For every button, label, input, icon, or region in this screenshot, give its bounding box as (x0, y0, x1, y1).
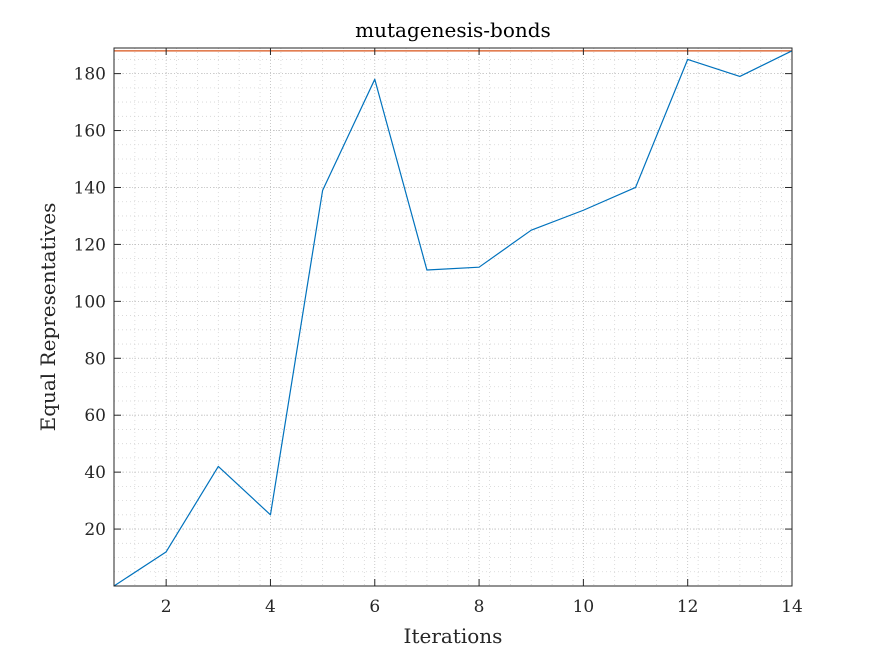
x-tick-label: 6 (369, 597, 380, 617)
plot-frame (113, 47, 793, 587)
x-tick-label: 2 (161, 597, 172, 617)
x-tick-labels: 2 4 6 8 10 12 14 (161, 597, 803, 617)
chart-title: mutagenesis-bonds (355, 18, 551, 42)
x-tick-label: 14 (781, 597, 803, 617)
x-tick-label: 4 (265, 597, 276, 617)
y-tick-label: 160 (74, 122, 106, 142)
y-tick-label: 100 (74, 292, 106, 312)
major-grid (114, 48, 792, 586)
y-tick-label: 140 (74, 178, 106, 198)
x-axis-label: Iterations (404, 624, 503, 648)
y-axis-label: Equal Representatives (36, 203, 60, 432)
series-line (113, 50, 793, 587)
x-tick-label: 8 (474, 597, 485, 617)
y-tick-label: 40 (84, 463, 106, 483)
y-tick-label: 120 (74, 235, 106, 255)
x-tick-label: 10 (573, 597, 595, 617)
y-tick-label: 20 (84, 520, 106, 540)
axis-ticks (114, 48, 793, 586)
y-tick-label: 180 (74, 65, 106, 85)
y-tick-label: 60 (84, 406, 106, 426)
x-tick-label: 12 (677, 597, 699, 617)
series-group (113, 50, 793, 587)
minor-grid (114, 48, 792, 586)
y-tick-label: 80 (84, 349, 106, 369)
plot-area (114, 48, 792, 586)
y-tick-labels: 20 40 60 80 100 120 140 160 180 (74, 65, 106, 540)
